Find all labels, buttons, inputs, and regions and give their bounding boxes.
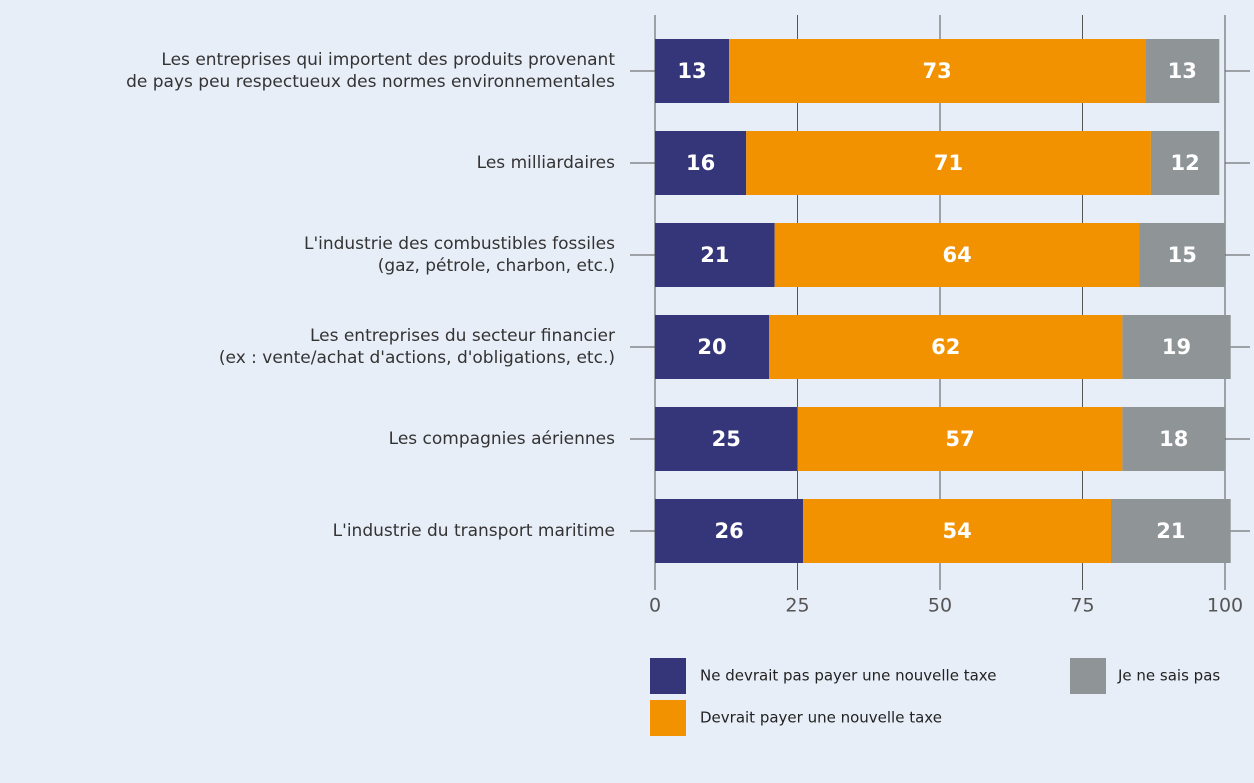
bar-segment bbox=[1111, 499, 1231, 563]
value-label: 12 bbox=[1170, 151, 1199, 175]
legend-swatch bbox=[650, 658, 686, 694]
bar-segment bbox=[797, 407, 1123, 471]
category-label: Les milliardaires bbox=[477, 153, 615, 173]
legend-swatch bbox=[650, 700, 686, 736]
bar-segment bbox=[1150, 131, 1220, 195]
category-label: Les entreprises du secteur financier (ex … bbox=[219, 326, 615, 368]
bar-segment bbox=[1122, 407, 1225, 471]
value-label: 13 bbox=[677, 59, 706, 83]
bar-segment bbox=[655, 499, 804, 563]
value-label: 73 bbox=[923, 59, 952, 83]
value-label: 25 bbox=[712, 427, 741, 451]
x-tick-label: 25 bbox=[785, 595, 809, 617]
value-label: 64 bbox=[942, 243, 971, 267]
value-label: 62 bbox=[931, 335, 960, 359]
legend-label: Devrait payer une nouvelle taxe bbox=[700, 709, 942, 727]
category-label: L'industrie des combustibles fossiles (ga… bbox=[304, 234, 615, 276]
bar-segment bbox=[655, 131, 747, 195]
bar-segment bbox=[1139, 223, 1225, 287]
category-label: Les compagnies aériennes bbox=[389, 429, 615, 449]
category-label: Les entreprises qui importent des produi… bbox=[126, 50, 615, 92]
bar-segment bbox=[1122, 315, 1231, 379]
x-tick-label: 0 bbox=[649, 595, 661, 617]
legend-label: Je ne sais pas bbox=[1117, 667, 1220, 685]
x-tick-label: 50 bbox=[928, 595, 952, 617]
bar-segment bbox=[769, 315, 1123, 379]
value-label: 13 bbox=[1168, 59, 1197, 83]
value-label: 18 bbox=[1159, 427, 1188, 451]
value-label: 71 bbox=[934, 151, 963, 175]
value-label: 57 bbox=[945, 427, 974, 451]
value-label: 21 bbox=[700, 243, 729, 267]
value-label: 26 bbox=[714, 519, 743, 543]
value-label: 21 bbox=[1156, 519, 1185, 543]
bar-segment bbox=[746, 131, 1151, 195]
bar-segment bbox=[655, 223, 775, 287]
bar-segment bbox=[803, 499, 1111, 563]
bar-segment bbox=[655, 315, 769, 379]
bar-segment bbox=[729, 39, 1146, 103]
bar-segment bbox=[1145, 39, 1220, 103]
value-label: 54 bbox=[942, 519, 971, 543]
bar-segment bbox=[655, 39, 730, 103]
legend-label: Ne devrait pas payer une nouvelle taxe bbox=[700, 667, 996, 685]
value-label: 15 bbox=[1168, 243, 1197, 267]
legend-swatch bbox=[1070, 658, 1106, 694]
bar-segment bbox=[774, 223, 1140, 287]
x-tick-label: 75 bbox=[1070, 595, 1094, 617]
bar-segment bbox=[655, 407, 798, 471]
value-label: 16 bbox=[686, 151, 715, 175]
x-tick-label: 100 bbox=[1207, 595, 1243, 617]
value-label: 19 bbox=[1162, 335, 1191, 359]
value-label: 20 bbox=[697, 335, 726, 359]
category-label: L'industrie du transport maritime bbox=[333, 521, 615, 541]
